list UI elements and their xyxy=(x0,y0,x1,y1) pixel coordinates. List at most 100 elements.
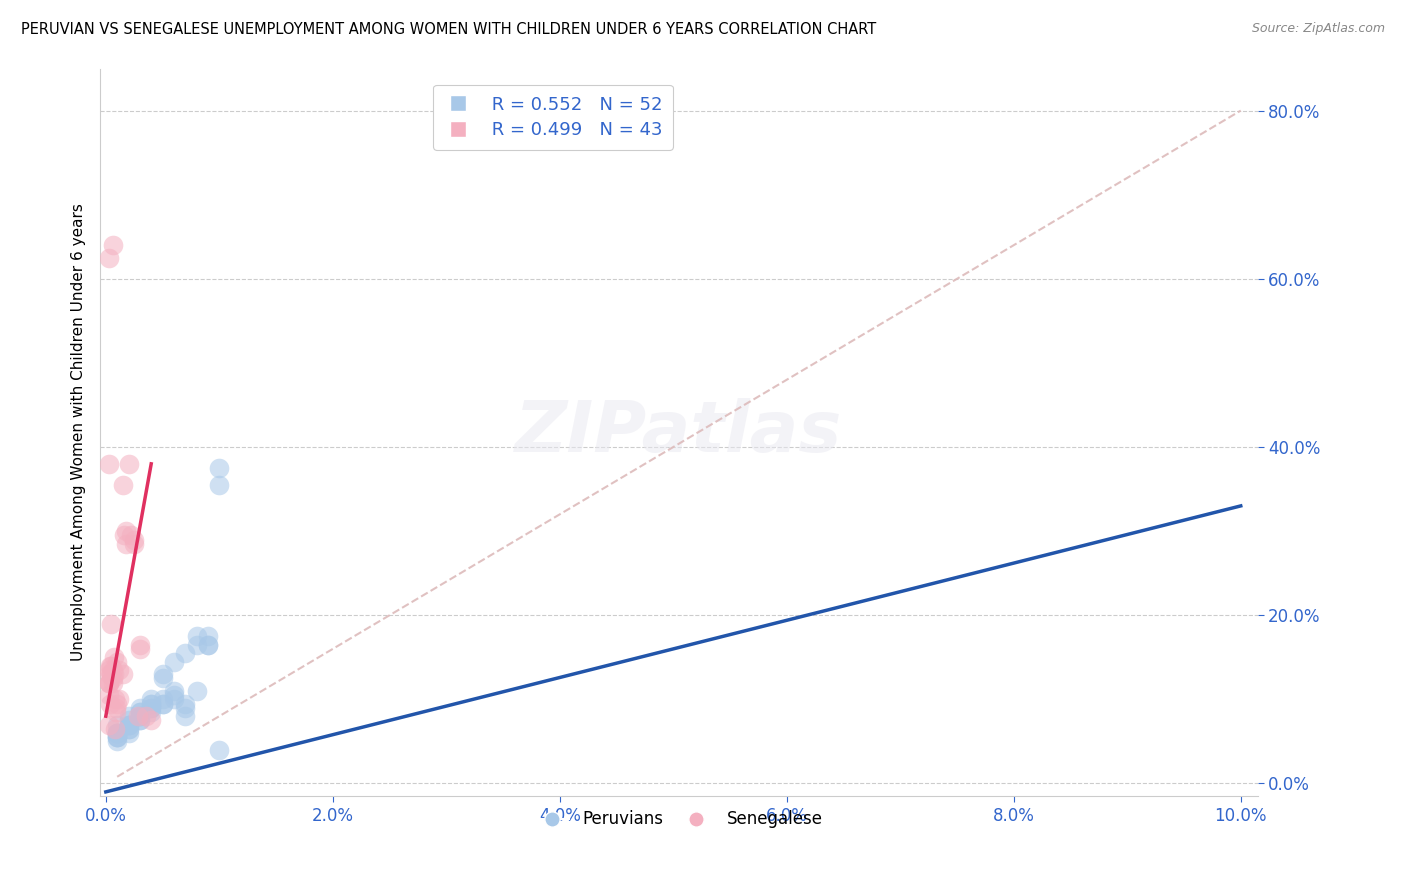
Point xyxy=(197,638,219,652)
Point xyxy=(98,658,121,673)
Point xyxy=(100,667,122,681)
Point xyxy=(128,709,150,723)
Point xyxy=(105,726,128,740)
Point xyxy=(111,478,134,492)
Point xyxy=(152,671,174,685)
Point xyxy=(163,692,186,706)
Point xyxy=(152,697,174,711)
Point xyxy=(163,684,186,698)
Point xyxy=(141,700,163,714)
Point xyxy=(105,717,128,731)
Point xyxy=(152,667,174,681)
Point xyxy=(197,629,219,643)
Point xyxy=(108,663,131,677)
Point xyxy=(163,655,186,669)
Point xyxy=(100,667,122,681)
Point xyxy=(128,714,150,728)
Point xyxy=(141,714,163,728)
Point xyxy=(122,533,145,547)
Point xyxy=(98,667,121,681)
Point xyxy=(101,671,124,685)
Point xyxy=(208,461,231,475)
Point xyxy=(98,675,121,690)
Point xyxy=(117,714,139,728)
Point xyxy=(105,726,128,740)
Point xyxy=(186,629,208,643)
Point xyxy=(101,238,124,252)
Point xyxy=(128,705,150,719)
Point xyxy=(117,717,139,731)
Point xyxy=(152,692,174,706)
Point xyxy=(117,457,139,471)
Point xyxy=(101,675,124,690)
Point xyxy=(128,700,150,714)
Point xyxy=(128,705,150,719)
Point xyxy=(115,524,138,538)
Point xyxy=(103,650,125,665)
Text: Source: ZipAtlas.com: Source: ZipAtlas.com xyxy=(1251,22,1385,36)
Point xyxy=(174,709,197,723)
Point xyxy=(128,638,150,652)
Point xyxy=(152,697,174,711)
Point xyxy=(174,700,197,714)
Point xyxy=(141,697,163,711)
Point xyxy=(174,697,197,711)
Point xyxy=(128,709,150,723)
Point xyxy=(104,692,127,706)
Point xyxy=(98,675,121,690)
Point xyxy=(105,697,128,711)
Point xyxy=(103,667,125,681)
Point xyxy=(117,717,139,731)
Point xyxy=(117,726,139,740)
Point xyxy=(104,722,127,736)
Point xyxy=(115,537,138,551)
Point xyxy=(105,730,128,744)
Point xyxy=(98,717,121,731)
Point xyxy=(98,697,121,711)
Point xyxy=(105,700,128,714)
Point xyxy=(163,688,186,702)
Point xyxy=(100,658,122,673)
Point xyxy=(141,705,163,719)
Point xyxy=(105,730,128,744)
Point xyxy=(98,675,121,690)
Legend: Peruvians, Senegalese: Peruvians, Senegalese xyxy=(529,804,830,835)
Point xyxy=(105,730,128,744)
Point xyxy=(108,692,131,706)
Point xyxy=(98,457,121,471)
Point xyxy=(208,743,231,757)
Point xyxy=(98,688,121,702)
Point xyxy=(98,251,121,265)
Point xyxy=(105,726,128,740)
Point xyxy=(117,709,139,723)
Point xyxy=(197,638,219,652)
Point xyxy=(105,726,128,740)
Point xyxy=(174,646,197,660)
Y-axis label: Unemployment Among Women with Children Under 6 years: Unemployment Among Women with Children U… xyxy=(72,203,86,661)
Point xyxy=(112,528,135,542)
Point xyxy=(111,667,134,681)
Point xyxy=(186,684,208,698)
Point xyxy=(105,734,128,748)
Point xyxy=(141,697,163,711)
Point xyxy=(117,722,139,736)
Point xyxy=(120,528,142,542)
Point xyxy=(128,714,150,728)
Point xyxy=(127,709,149,723)
Text: ZIPatlas: ZIPatlas xyxy=(515,398,842,467)
Point xyxy=(128,641,150,656)
Point xyxy=(117,722,139,736)
Point xyxy=(141,692,163,706)
Point xyxy=(186,638,208,652)
Point xyxy=(98,663,121,677)
Point xyxy=(105,705,128,719)
Point xyxy=(100,616,122,631)
Point xyxy=(117,717,139,731)
Text: PERUVIAN VS SENEGALESE UNEMPLOYMENT AMONG WOMEN WITH CHILDREN UNDER 6 YEARS CORR: PERUVIAN VS SENEGALESE UNEMPLOYMENT AMON… xyxy=(21,22,876,37)
Point xyxy=(141,700,163,714)
Point xyxy=(135,709,157,723)
Point xyxy=(122,537,145,551)
Point xyxy=(101,663,124,677)
Point xyxy=(208,478,231,492)
Point xyxy=(105,655,128,669)
